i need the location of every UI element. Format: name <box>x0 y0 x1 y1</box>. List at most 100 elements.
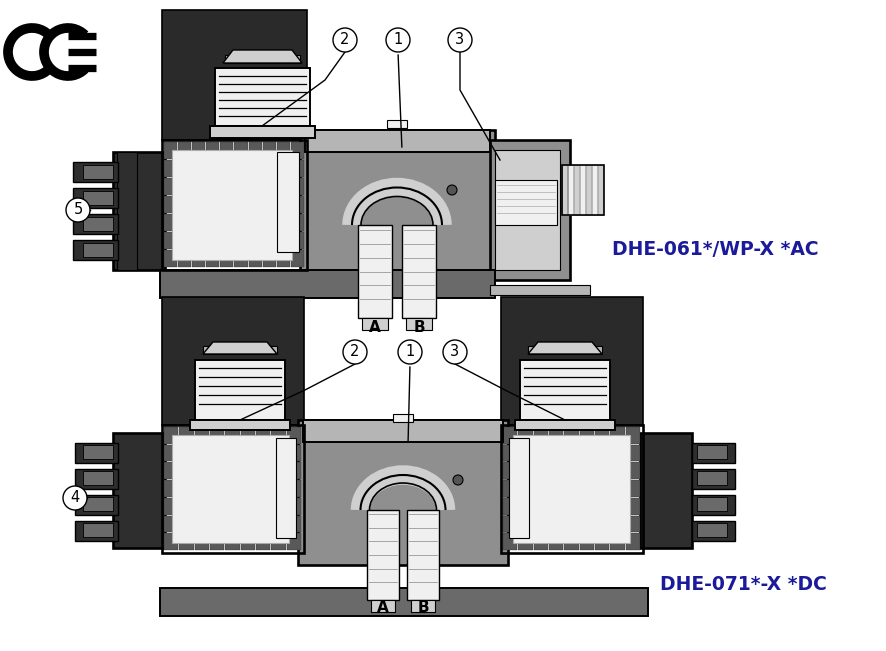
Bar <box>276 250 290 267</box>
Bar <box>164 142 177 159</box>
Bar <box>533 462 548 479</box>
Bar <box>489 140 570 280</box>
Bar <box>276 142 290 159</box>
Text: A: A <box>377 600 388 615</box>
Text: 3: 3 <box>450 344 459 359</box>
Polygon shape <box>527 342 602 354</box>
Bar <box>178 232 191 249</box>
Bar <box>406 318 431 330</box>
Bar <box>256 445 270 462</box>
Bar <box>220 178 233 195</box>
Bar <box>410 600 434 612</box>
Bar <box>192 250 205 267</box>
Bar <box>401 225 436 318</box>
Bar <box>625 445 640 462</box>
Bar <box>248 214 261 231</box>
Bar <box>220 142 233 159</box>
Bar <box>225 462 239 479</box>
Bar <box>262 178 276 195</box>
Bar <box>240 498 254 514</box>
Bar <box>164 516 178 533</box>
Bar <box>179 498 193 514</box>
Bar <box>83 217 113 231</box>
Bar <box>179 533 193 550</box>
Circle shape <box>332 28 356 52</box>
Bar <box>563 427 578 444</box>
Bar <box>586 165 590 215</box>
Bar <box>625 516 640 533</box>
Circle shape <box>447 185 456 195</box>
Bar <box>691 495 734 515</box>
Bar <box>240 427 254 444</box>
Bar <box>291 250 304 267</box>
Bar <box>214 68 309 126</box>
Bar <box>625 480 640 497</box>
Bar <box>305 130 489 152</box>
Bar <box>248 142 261 159</box>
Bar <box>73 240 118 260</box>
Bar <box>370 600 394 612</box>
Text: 5: 5 <box>74 202 82 217</box>
Bar <box>117 152 136 270</box>
Bar <box>162 10 307 140</box>
Bar <box>83 523 113 537</box>
Bar <box>548 445 563 462</box>
Bar <box>162 297 304 425</box>
Bar <box>194 498 209 514</box>
Bar <box>262 250 276 267</box>
Bar <box>83 471 113 485</box>
Bar <box>502 427 517 444</box>
Bar <box>248 178 261 195</box>
Bar <box>210 462 224 479</box>
Bar <box>234 250 247 267</box>
Bar <box>225 55 299 63</box>
Bar <box>276 438 296 538</box>
Bar <box>225 533 239 550</box>
Bar <box>194 533 209 550</box>
Bar <box>234 142 247 159</box>
Bar <box>178 196 191 213</box>
Bar <box>276 214 290 231</box>
Bar <box>276 178 290 195</box>
Bar <box>291 232 304 249</box>
Bar <box>276 160 290 177</box>
Bar <box>276 232 290 249</box>
Bar <box>563 498 578 514</box>
Bar <box>610 427 624 444</box>
Bar <box>512 435 629 543</box>
Bar <box>563 462 578 479</box>
Bar <box>519 360 610 420</box>
Bar <box>579 165 585 215</box>
Bar <box>179 480 193 497</box>
Bar <box>501 297 642 425</box>
Bar <box>234 214 247 231</box>
Bar <box>179 427 193 444</box>
Bar <box>206 160 219 177</box>
Bar <box>579 480 594 497</box>
Bar <box>625 427 640 444</box>
Bar <box>386 120 407 128</box>
Bar <box>579 445 594 462</box>
Bar <box>75 443 118 463</box>
Bar <box>240 516 254 533</box>
Bar <box>691 521 734 541</box>
Bar <box>517 462 532 479</box>
Bar <box>276 196 290 213</box>
Bar <box>502 480 517 497</box>
Bar <box>194 480 209 497</box>
Bar <box>206 178 219 195</box>
Bar <box>220 214 233 231</box>
Bar <box>407 510 439 600</box>
Text: 4: 4 <box>70 490 80 505</box>
Bar <box>567 165 572 215</box>
Bar <box>271 480 285 497</box>
Bar <box>240 533 254 550</box>
Bar <box>548 498 563 514</box>
Bar <box>172 150 291 260</box>
Bar <box>271 462 285 479</box>
Bar <box>291 214 304 231</box>
Bar <box>625 533 640 550</box>
Bar <box>225 427 239 444</box>
Bar <box>298 420 508 565</box>
Bar <box>595 427 609 444</box>
